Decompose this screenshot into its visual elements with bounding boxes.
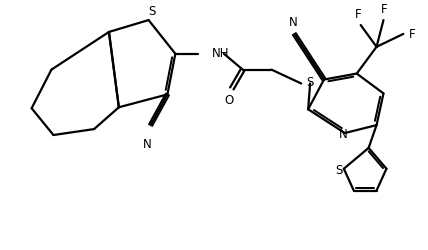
Text: S: S (148, 5, 155, 18)
Text: N: N (143, 138, 152, 151)
Text: S: S (306, 76, 314, 89)
Text: N: N (289, 16, 297, 29)
Text: N: N (339, 128, 347, 140)
Text: F: F (354, 8, 361, 21)
Text: O: O (224, 94, 234, 108)
Text: F: F (381, 3, 388, 16)
Text: S: S (335, 164, 342, 177)
Text: NH: NH (212, 47, 229, 60)
Text: F: F (409, 28, 416, 42)
